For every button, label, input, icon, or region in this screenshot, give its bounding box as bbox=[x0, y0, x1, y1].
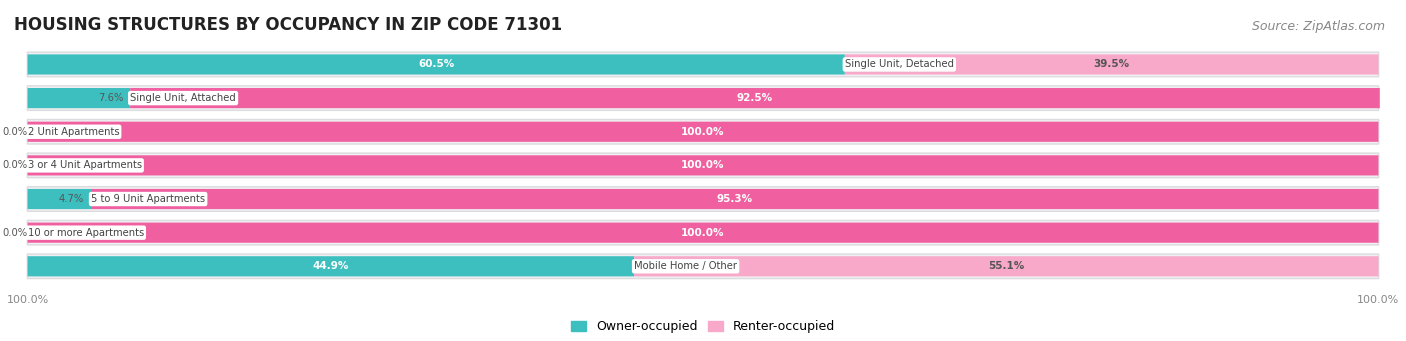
Text: 44.9%: 44.9% bbox=[312, 261, 349, 271]
FancyBboxPatch shape bbox=[28, 54, 845, 75]
Text: 95.3%: 95.3% bbox=[717, 194, 752, 204]
FancyBboxPatch shape bbox=[27, 153, 1379, 178]
FancyBboxPatch shape bbox=[845, 54, 1378, 75]
Text: 55.1%: 55.1% bbox=[988, 261, 1025, 271]
Text: Single Unit, Detached: Single Unit, Detached bbox=[845, 59, 953, 70]
Text: 100.0%: 100.0% bbox=[682, 127, 724, 137]
Text: 39.5%: 39.5% bbox=[1094, 59, 1129, 70]
Text: 5 to 9 Unit Apartments: 5 to 9 Unit Apartments bbox=[91, 194, 205, 204]
Text: 7.6%: 7.6% bbox=[98, 93, 124, 103]
FancyBboxPatch shape bbox=[131, 88, 1379, 108]
Text: 100.0%: 100.0% bbox=[682, 160, 724, 170]
Text: 0.0%: 0.0% bbox=[3, 228, 28, 238]
Text: 3 or 4 Unit Apartments: 3 or 4 Unit Apartments bbox=[28, 160, 142, 170]
FancyBboxPatch shape bbox=[27, 52, 1379, 77]
Text: 10 or more Apartments: 10 or more Apartments bbox=[28, 228, 143, 238]
Text: 4.7%: 4.7% bbox=[59, 194, 84, 204]
FancyBboxPatch shape bbox=[27, 86, 1379, 110]
Text: 0.0%: 0.0% bbox=[3, 127, 28, 137]
FancyBboxPatch shape bbox=[28, 88, 131, 108]
FancyBboxPatch shape bbox=[27, 187, 1379, 211]
Text: 92.5%: 92.5% bbox=[737, 93, 773, 103]
FancyBboxPatch shape bbox=[28, 155, 1378, 176]
FancyBboxPatch shape bbox=[27, 220, 1379, 245]
FancyBboxPatch shape bbox=[27, 119, 1379, 144]
Text: 2 Unit Apartments: 2 Unit Apartments bbox=[28, 127, 120, 137]
FancyBboxPatch shape bbox=[634, 256, 1378, 277]
Text: Single Unit, Attached: Single Unit, Attached bbox=[131, 93, 236, 103]
FancyBboxPatch shape bbox=[28, 223, 1378, 243]
Text: Source: ZipAtlas.com: Source: ZipAtlas.com bbox=[1251, 20, 1385, 33]
Text: HOUSING STRUCTURES BY OCCUPANCY IN ZIP CODE 71301: HOUSING STRUCTURES BY OCCUPANCY IN ZIP C… bbox=[14, 16, 562, 34]
FancyBboxPatch shape bbox=[28, 189, 91, 209]
FancyBboxPatch shape bbox=[27, 254, 1379, 279]
FancyBboxPatch shape bbox=[91, 189, 1378, 209]
Text: 60.5%: 60.5% bbox=[418, 59, 454, 70]
Text: Mobile Home / Other: Mobile Home / Other bbox=[634, 261, 737, 271]
FancyBboxPatch shape bbox=[28, 256, 634, 277]
Text: 100.0%: 100.0% bbox=[682, 228, 724, 238]
FancyBboxPatch shape bbox=[28, 122, 1378, 142]
Text: 0.0%: 0.0% bbox=[3, 160, 28, 170]
Legend: Owner-occupied, Renter-occupied: Owner-occupied, Renter-occupied bbox=[567, 315, 839, 338]
